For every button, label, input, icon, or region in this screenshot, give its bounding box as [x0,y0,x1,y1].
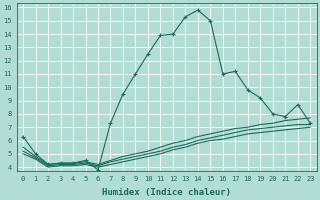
X-axis label: Humidex (Indice chaleur): Humidex (Indice chaleur) [102,188,231,197]
